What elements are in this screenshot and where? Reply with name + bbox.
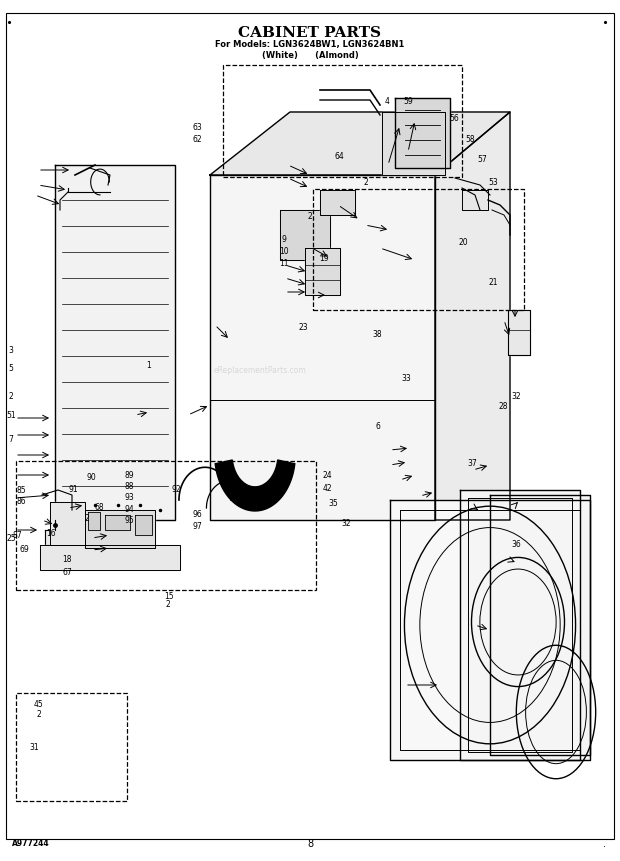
Text: 96: 96 [192,511,202,519]
Text: 37: 37 [467,459,477,468]
Bar [313,189,524,310]
Bar [16,461,316,590]
Polygon shape [85,510,155,548]
Text: 85: 85 [17,486,27,495]
Text: 16: 16 [46,530,56,538]
Polygon shape [508,310,530,355]
Bar [223,65,462,177]
Text: CABINET PARTS: CABINET PARTS [239,26,381,40]
Text: 63: 63 [192,123,202,132]
Text: 90: 90 [87,474,97,482]
Text: 68: 68 [94,504,104,512]
Text: 21: 21 [488,278,498,287]
Text: 62: 62 [192,135,202,144]
Text: 64: 64 [335,152,345,161]
Text: 53: 53 [488,178,498,187]
Polygon shape [210,112,510,175]
Text: 35: 35 [329,499,339,508]
Text: 94: 94 [124,505,134,514]
Polygon shape [55,165,175,520]
Polygon shape [50,502,85,545]
Text: 11: 11 [279,259,289,268]
Polygon shape [280,210,330,260]
Text: 1: 1 [146,362,151,370]
Text: 93: 93 [124,493,134,502]
Text: 10: 10 [279,247,289,256]
Polygon shape [215,460,294,511]
Polygon shape [490,495,590,755]
Text: 5: 5 [9,364,14,373]
Text: 4: 4 [385,97,390,106]
Text: eReplacementParts.com: eReplacementParts.com [214,366,307,375]
Text: 2: 2 [9,392,14,400]
Text: 2: 2 [308,213,312,221]
Polygon shape [305,248,340,295]
Text: 56: 56 [449,115,459,123]
Text: 32: 32 [341,519,351,528]
Text: 97: 97 [192,523,202,531]
Text: 89: 89 [124,471,134,480]
Text: 92: 92 [172,485,182,493]
Text: 57: 57 [477,155,487,164]
Text: 2: 2 [36,710,41,719]
Polygon shape [88,512,100,530]
Polygon shape [395,98,450,168]
Polygon shape [382,112,445,175]
Polygon shape [135,515,152,535]
Text: .: . [603,839,606,849]
Text: 3: 3 [9,346,14,355]
Text: 9: 9 [281,235,286,244]
Text: 45: 45 [33,700,43,709]
Text: 23: 23 [299,323,309,331]
Polygon shape [45,530,120,545]
Bar [16,693,127,801]
Polygon shape [435,112,510,520]
Text: 7: 7 [9,435,14,443]
Text: 31: 31 [29,743,39,752]
Text: 33: 33 [401,375,411,383]
Text: 69: 69 [20,545,30,554]
Text: 58: 58 [465,135,475,144]
Text: 32: 32 [511,392,521,400]
Text: 36: 36 [511,540,521,548]
Text: 25: 25 [6,534,16,542]
Text: 18: 18 [62,555,72,564]
Polygon shape [40,545,180,570]
Text: 28: 28 [498,402,508,411]
Text: 6: 6 [376,422,381,430]
Text: For Models: LGN3624BW1, LGN3624BN1: For Models: LGN3624BW1, LGN3624BN1 [215,40,405,49]
Text: 24: 24 [322,471,332,480]
Text: 19: 19 [319,254,329,263]
Text: 86: 86 [17,497,27,505]
Polygon shape [105,515,130,530]
Text: A977244: A977244 [12,839,50,848]
Text: 59: 59 [403,97,413,106]
Text: 87: 87 [12,531,22,540]
Text: 15: 15 [164,592,174,601]
Text: 95: 95 [124,517,134,525]
Text: (White)      (Almond): (White) (Almond) [262,51,358,59]
Text: 38: 38 [372,330,382,338]
Polygon shape [320,190,355,215]
Text: 51: 51 [6,411,16,419]
Polygon shape [460,490,580,760]
Polygon shape [210,175,435,520]
Text: 42: 42 [322,484,332,492]
Text: 20: 20 [459,238,469,247]
Text: 8: 8 [307,839,313,849]
Text: 2: 2 [165,600,170,609]
Text: 2: 2 [363,178,368,187]
Polygon shape [462,190,488,210]
Text: 88: 88 [124,482,134,491]
Text: 91: 91 [68,485,78,493]
Text: 67: 67 [62,568,72,577]
Polygon shape [390,500,590,760]
Text: 2: 2 [84,514,89,523]
